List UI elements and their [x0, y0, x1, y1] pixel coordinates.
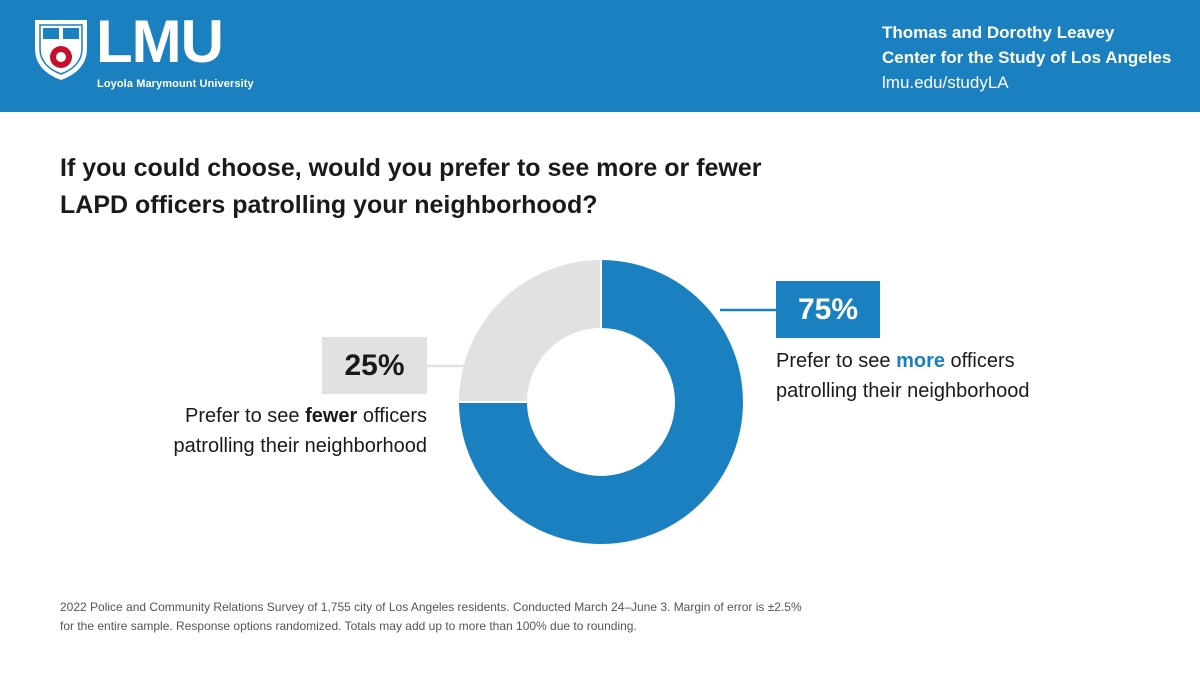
more-text-before: Prefer to see — [776, 350, 897, 372]
donut-slice-more — [456, 257, 745, 546]
footnote-line1: 2022 Police and Community Relations Surv… — [60, 600, 802, 614]
fewer-description: Prefer to see fewer officers patrolling t… — [100, 401, 427, 461]
donut-slice-fewer — [456, 257, 602, 403]
more-text-after: officers — [944, 350, 1015, 372]
center-name-line2: Center for the Study of Los Angeles — [882, 48, 1172, 67]
lmu-shield-icon — [35, 20, 87, 81]
logo-text: LMU — [96, 8, 224, 75]
fewer-text-emph: fewer — [305, 405, 358, 427]
more-description: Prefer to see more officers patrolling th… — [776, 346, 1096, 406]
footnote-line2: for the entire sample. Response options … — [60, 619, 637, 633]
more-text-emph: more — [896, 350, 945, 372]
center-url-link[interactable]: lmu.edu/studyLA — [882, 73, 1009, 92]
fewer-text-line2: patrolling their neighborhood — [173, 435, 427, 457]
header-banner: LMU Loyola Marymount University Thomas a… — [0, 0, 1200, 112]
footnote: 2022 Police and Community Relations Surv… — [60, 598, 840, 636]
logo-subtitle: Loyola Marymount University — [97, 78, 254, 90]
fewer-text-before: Prefer to see — [185, 405, 306, 427]
chart-title: If you could choose, would you prefer to… — [60, 154, 762, 219]
more-text-line2: patrolling their neighborhood — [776, 380, 1030, 402]
center-info: Thomas and Dorothy Leavey Center for the… — [882, 20, 1171, 95]
fewer-text-after: officers — [357, 405, 427, 427]
center-name-line1: Thomas and Dorothy Leavey — [882, 23, 1115, 42]
more-percent-label: 75% — [776, 281, 880, 338]
fewer-percent-label: 25% — [322, 337, 427, 394]
